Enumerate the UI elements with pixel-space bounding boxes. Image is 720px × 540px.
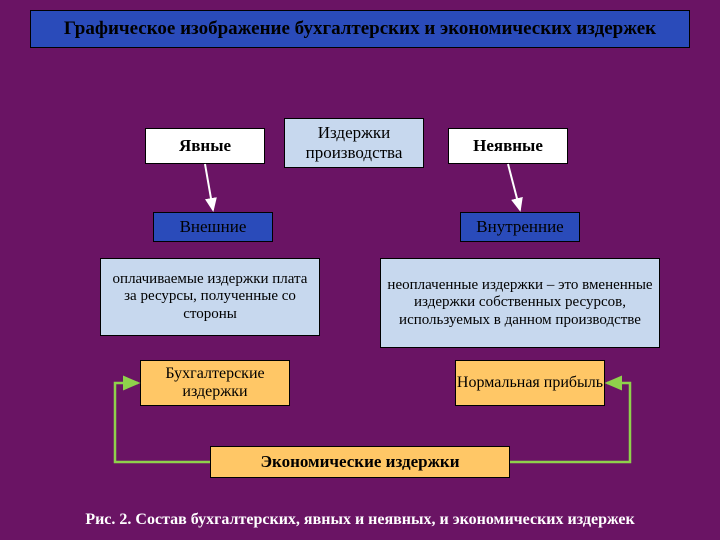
figure-caption: Рис. 2. Состав бухгалтерских, явных и не… <box>40 510 680 530</box>
node-label: оплачиваемые издержки плата за ресурсы, … <box>107 271 313 323</box>
node-internal: Внутренние <box>460 212 580 242</box>
node-label: Неявные <box>473 136 543 156</box>
node-production-costs: Издержки производства <box>284 118 424 168</box>
node-label: Нормальная прибыль <box>457 374 603 392</box>
node-label: Внешние <box>180 217 247 237</box>
node-external: Внешние <box>153 212 273 242</box>
node-label: Явные <box>179 136 231 156</box>
node-external-desc: оплачиваемые издержки плата за ресурсы, … <box>100 258 320 336</box>
node-label: Внутренние <box>476 217 563 237</box>
node-label: Издержки производства <box>285 123 423 162</box>
node-normal-profit: Нормальная прибыль <box>455 360 605 406</box>
node-label: Бухгалтерские издержки <box>141 365 289 402</box>
node-economic-costs: Экономические издержки <box>210 446 510 478</box>
diagram-title: Графическое изображение бухгалтерских и … <box>30 10 690 48</box>
node-implicit: Неявные <box>448 128 568 164</box>
node-label: Экономические издержки <box>260 452 459 472</box>
node-accounting-costs: Бухгалтерские издержки <box>140 360 290 406</box>
node-label: неоплаченные издержки – это вмененные из… <box>387 277 653 329</box>
node-internal-desc: неоплаченные издержки – это вмененные из… <box>380 258 660 348</box>
node-explicit: Явные <box>145 128 265 164</box>
